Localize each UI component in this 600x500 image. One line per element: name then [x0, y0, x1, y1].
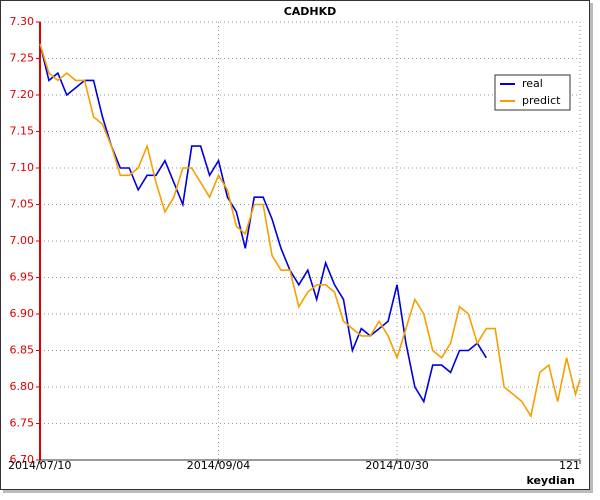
- y-tick-label: 7.20: [10, 88, 35, 101]
- legend-box: [494, 74, 571, 111]
- y-tick-label: 6.70: [10, 453, 35, 466]
- series-line: [39, 43, 581, 419]
- plot-area: [40, 22, 580, 460]
- y-tick-label: 7.25: [10, 52, 35, 65]
- y-tick-label: 7.05: [10, 198, 35, 211]
- watermark: keydian: [526, 474, 575, 487]
- y-tick-label: 6.75: [10, 417, 35, 430]
- legend-label: predict: [522, 94, 561, 107]
- y-tick-label: 7.10: [10, 161, 35, 174]
- y-tick-label: 7.15: [10, 125, 35, 138]
- x-tick-label: 2014/07/10: [8, 459, 71, 472]
- legend-label: real: [522, 77, 543, 90]
- y-tick-label: 6.90: [10, 307, 35, 320]
- y-tick-label: 7.00: [10, 234, 35, 247]
- y-tick-label: 7.30: [10, 15, 35, 28]
- x-tick-label: 2014/10/30: [365, 459, 428, 472]
- chart-title: CADHKD: [284, 5, 337, 18]
- y-tick-label: 6.85: [10, 344, 35, 357]
- x-tick-label: 2014/09/04: [187, 459, 250, 472]
- y-tick-label: 6.80: [10, 380, 35, 393]
- x-tick-label: 121: [559, 459, 580, 472]
- y-tick-label: 6.95: [10, 271, 35, 284]
